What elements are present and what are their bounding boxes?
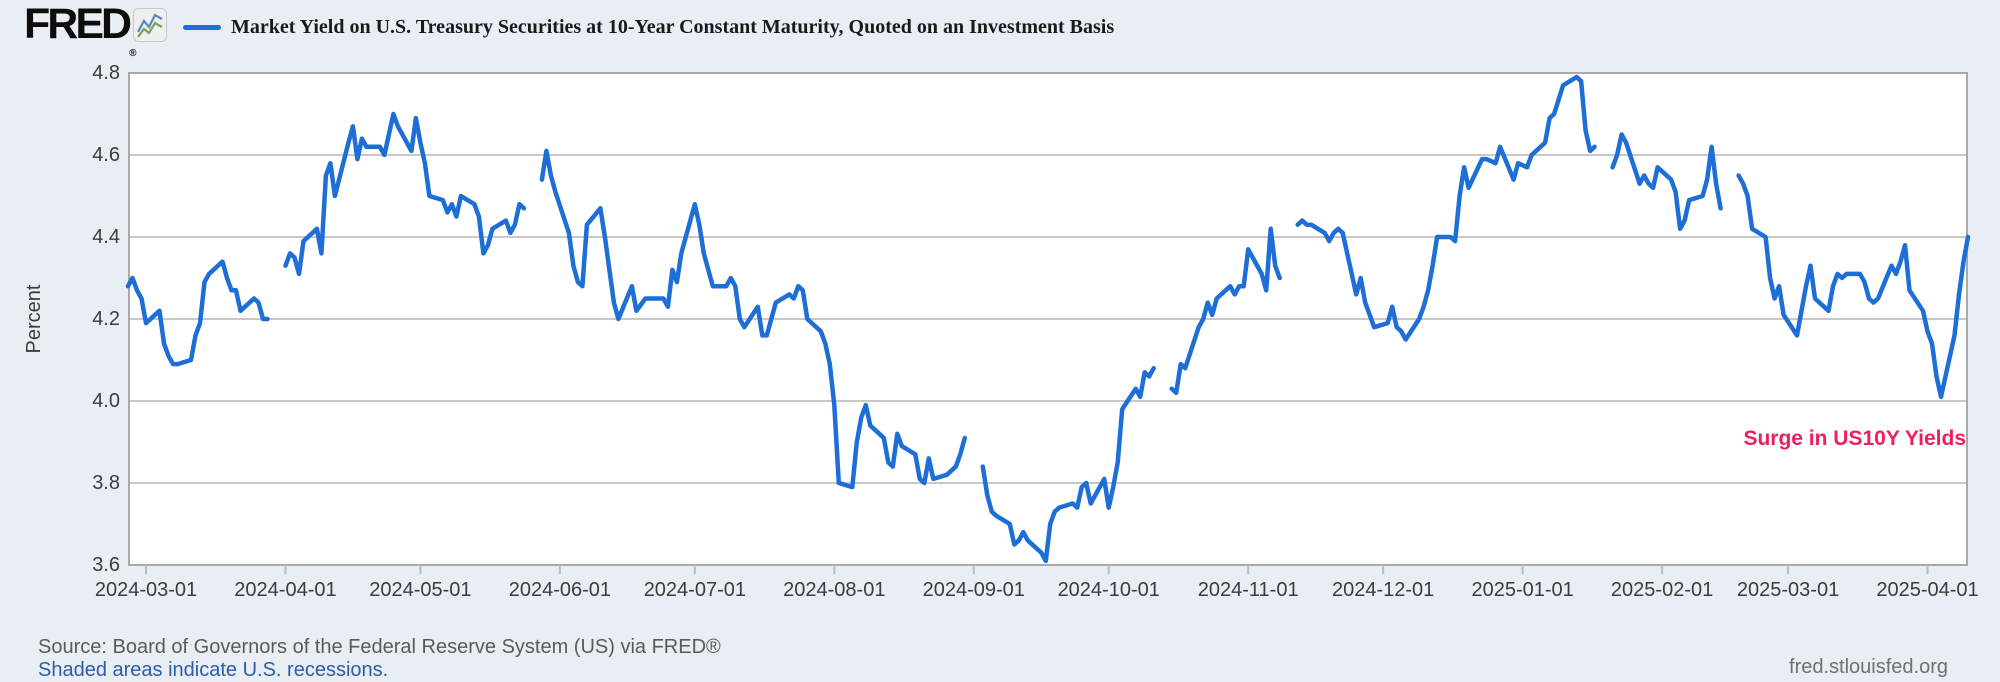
x-axis-label: 2024-09-01 bbox=[922, 579, 1025, 601]
recessions-link[interactable]: Shaded areas indicate U.S. recessions. bbox=[38, 659, 389, 681]
series-line bbox=[125, 259, 270, 367]
series-line bbox=[539, 148, 968, 490]
x-axis-label: 2024-03-01 bbox=[94, 579, 198, 601]
y-axis-title: Percent bbox=[23, 284, 45, 354]
y-axis-label: 4.8 bbox=[92, 62, 120, 84]
x-axis-label: 2025-04-01 bbox=[1876, 579, 1979, 601]
series-line bbox=[1295, 74, 1597, 342]
watermark-url: fred.stlouisfed.org bbox=[1789, 656, 1948, 678]
series-line bbox=[1610, 132, 1723, 232]
x-axis-label: 2024-11-01 bbox=[1197, 579, 1299, 601]
x-axis-label: 2024-08-01 bbox=[783, 579, 886, 601]
y-axis-label: 4.4 bbox=[92, 226, 120, 248]
chart-title: Market Yield on U.S. Treasury Securities… bbox=[231, 16, 1115, 38]
x-axis-label: 2024-05-01 bbox=[369, 579, 472, 601]
x-axis-label: 2025-03-01 bbox=[1736, 579, 1840, 601]
x-axis-label: 2024-07-01 bbox=[643, 579, 746, 601]
fred-logo-text: FRED bbox=[24, 0, 132, 48]
y-axis-label: 3.6 bbox=[92, 554, 120, 576]
registered-mark: ® bbox=[129, 48, 137, 59]
x-axis-label: 2025-01-01 bbox=[1471, 579, 1574, 601]
series-line bbox=[980, 365, 1156, 564]
fred-sparkline-icon bbox=[133, 8, 167, 42]
series-line bbox=[283, 111, 527, 277]
y-axis-label: 4.2 bbox=[92, 308, 120, 330]
y-axis-label: 4.0 bbox=[92, 390, 120, 412]
x-axis-label: 2025-02-01 bbox=[1610, 579, 1714, 601]
source-attribution: Source: Board of Governors of the Federa… bbox=[38, 636, 721, 658]
x-axis-label: 2024-10-01 bbox=[1057, 579, 1160, 601]
x-axis-label: 2024-04-01 bbox=[234, 579, 337, 601]
fred-logo[interactable]: FRED® bbox=[24, 3, 136, 60]
annotation-text: Surge in US10Y Yields bbox=[1743, 427, 1966, 450]
y-axis-label: 4.6 bbox=[92, 144, 120, 166]
chart-plot-area bbox=[125, 72, 1971, 574]
x-axis-label: 2024-06-01 bbox=[508, 579, 612, 601]
x-axis-label: 2024-12-01 bbox=[1332, 579, 1435, 601]
series-line bbox=[1736, 173, 1971, 400]
y-axis-label: 3.8 bbox=[92, 472, 120, 494]
series-legend-swatch bbox=[183, 25, 221, 30]
series-line bbox=[1169, 226, 1282, 396]
